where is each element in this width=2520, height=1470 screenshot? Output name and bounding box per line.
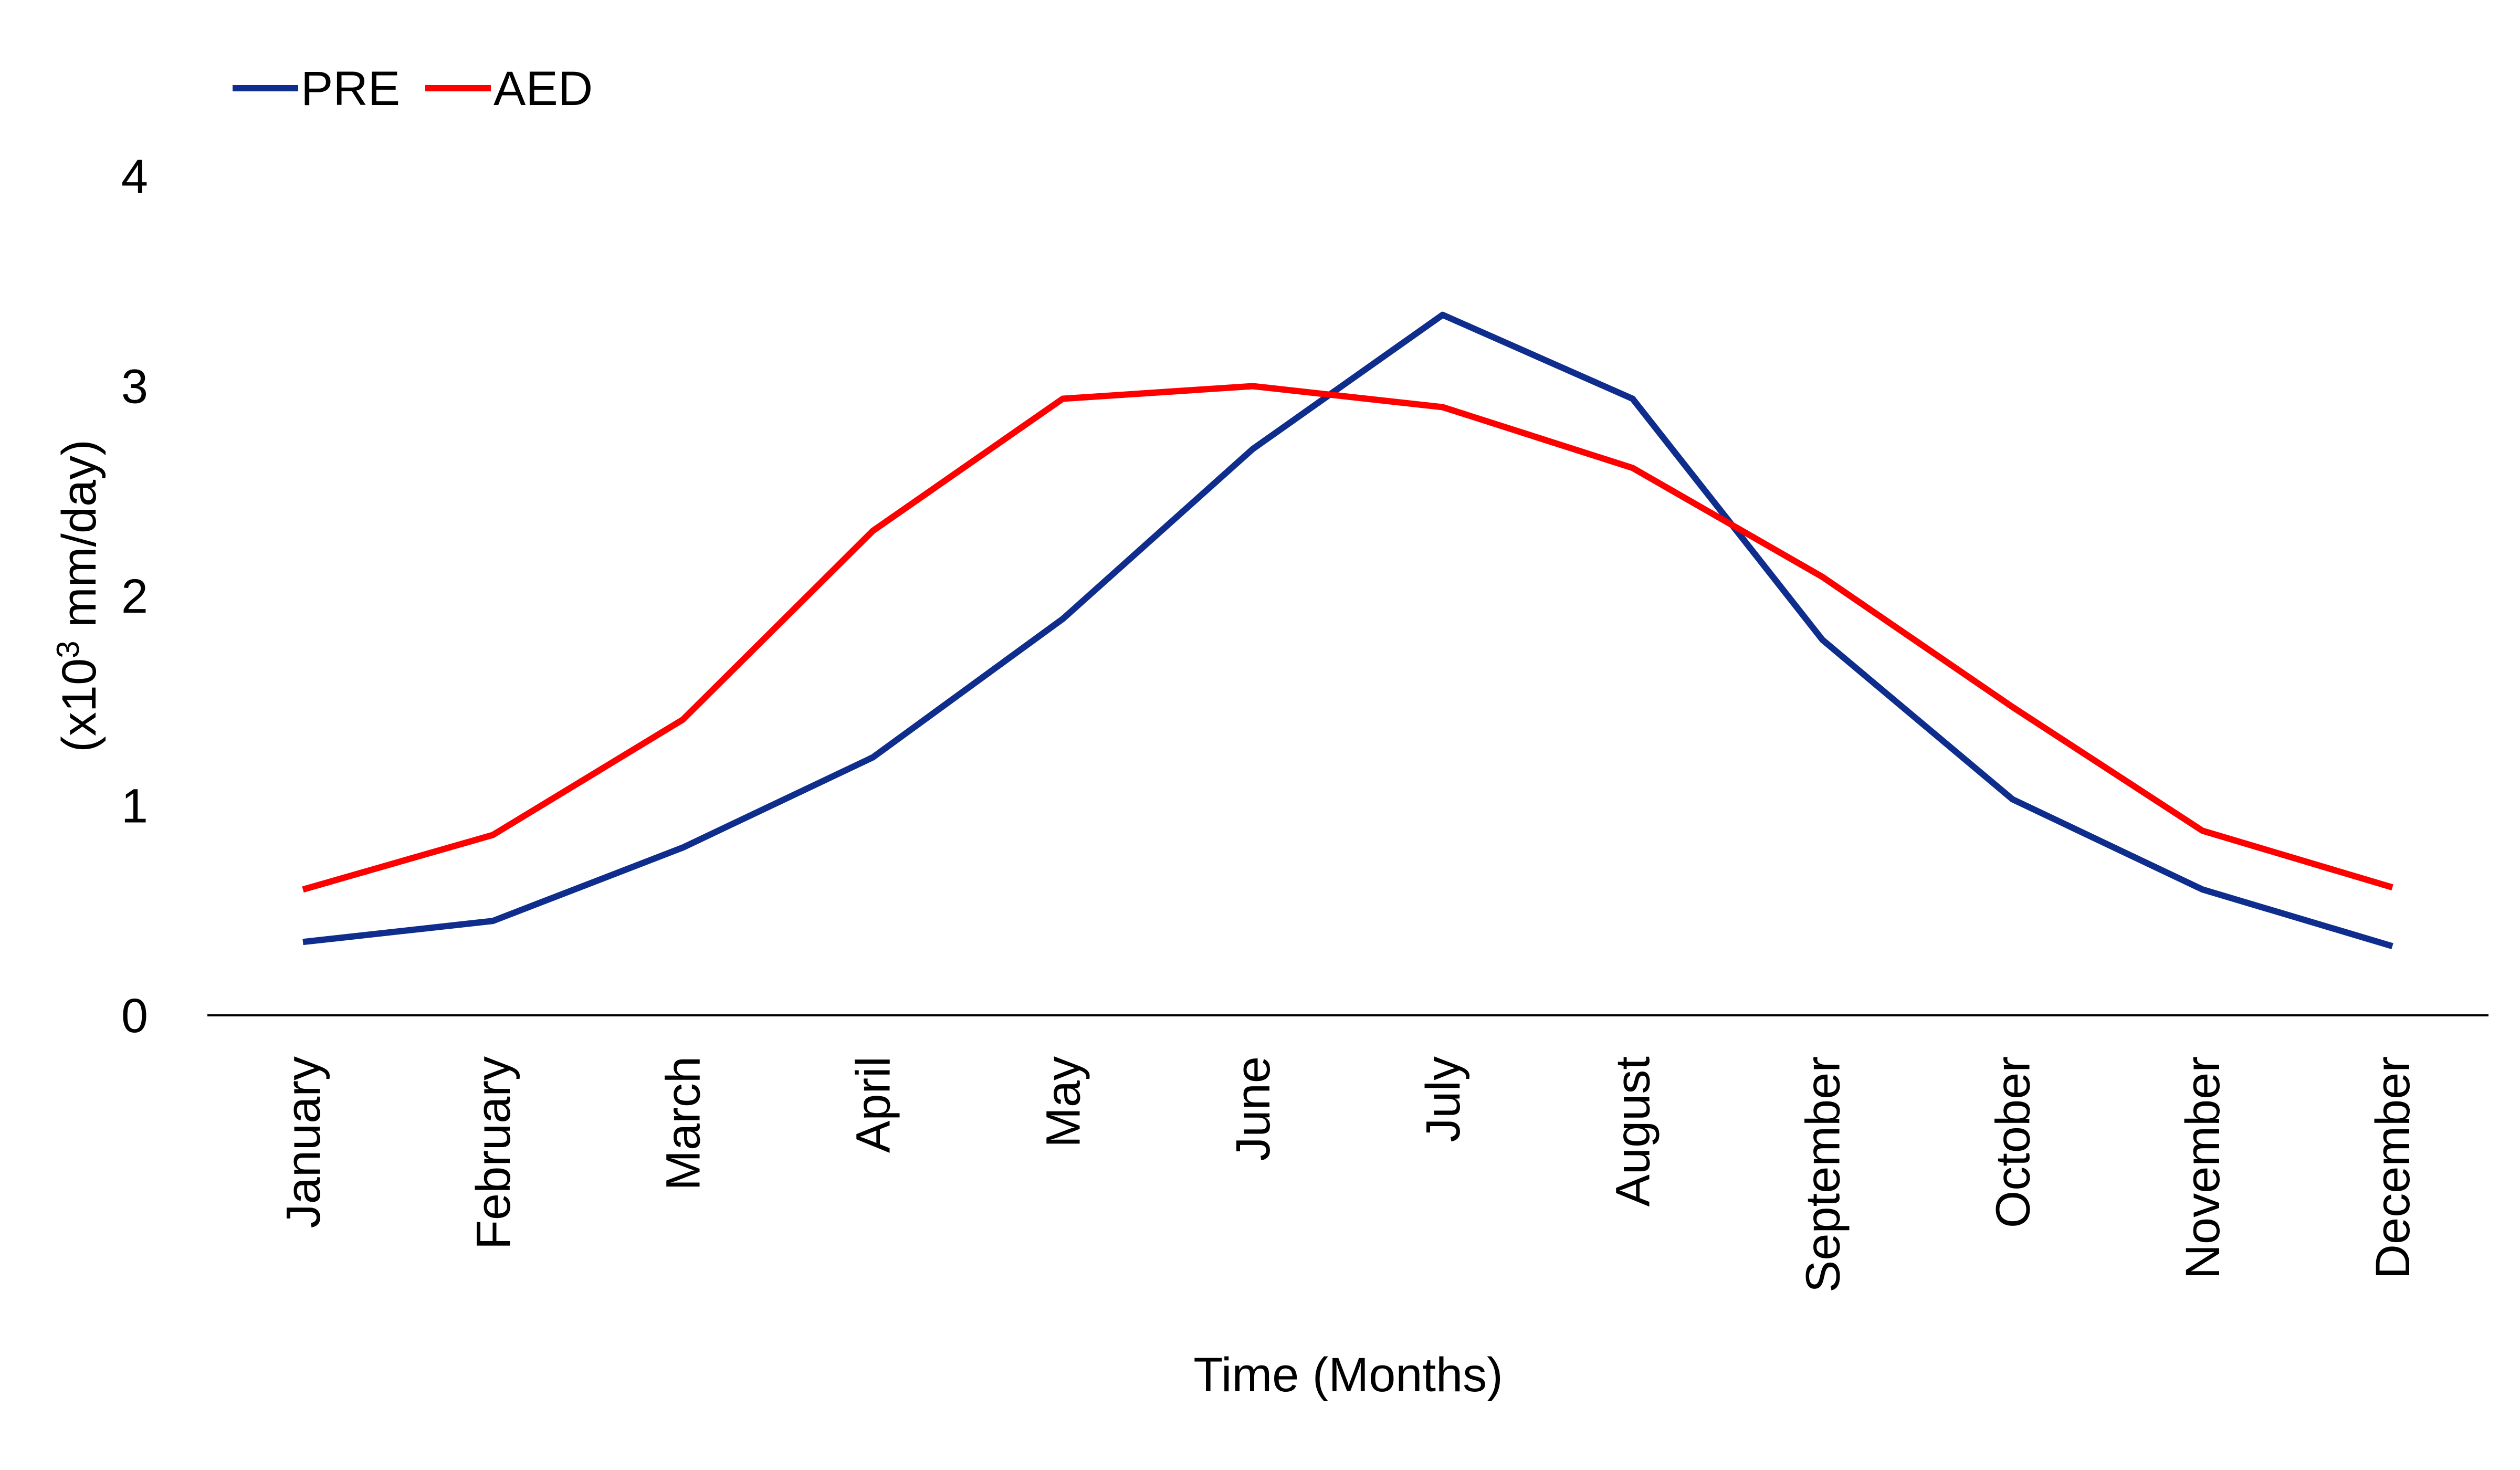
y-tick-label: 1 (121, 780, 148, 833)
series-line-aed (302, 383, 2393, 893)
x-axis-title: Time (Months) (1193, 1348, 1503, 1402)
legend-label-pre: PRE (301, 62, 400, 116)
legend-label-aed: AED (494, 62, 593, 116)
x-tick-label: March (657, 1056, 710, 1191)
x-tick-label: April (846, 1056, 900, 1153)
y-tick-label: 4 (121, 150, 148, 204)
x-tick-label: June (1226, 1056, 1280, 1161)
y-axis-title-suffix: mm/day) (52, 439, 106, 640)
y-axis-title-prefix: (x10 (52, 658, 106, 752)
y-tick-label: 2 (121, 570, 148, 623)
chart-legend: PRE AED (233, 62, 593, 116)
x-tick-label: February (467, 1056, 520, 1250)
x-tick-label: July (1416, 1056, 1470, 1142)
x-tick-label: December (2366, 1056, 2420, 1279)
x-axis-tick-labels: January February March April May June July Augu… (277, 1056, 2420, 1293)
y-tick-label: 0 (121, 989, 148, 1043)
x-tick-label: January (277, 1056, 330, 1228)
y-tick-label: 3 (121, 360, 148, 414)
x-tick-label: November (2176, 1056, 2230, 1279)
x-tick-label: August (1606, 1056, 1660, 1206)
x-tick-label: September (1797, 1056, 1850, 1293)
y-axis-title: (x103 mm/day) (50, 439, 106, 752)
x-tick-label: May (1036, 1056, 1090, 1148)
x-tick-label: October (1986, 1056, 2040, 1228)
series-lines (302, 311, 2393, 949)
series-line-pre (302, 311, 2393, 949)
y-axis-title-superscript: 3 (50, 641, 86, 658)
y-axis-tick-labels: 0 1 2 3 4 (121, 150, 148, 1043)
